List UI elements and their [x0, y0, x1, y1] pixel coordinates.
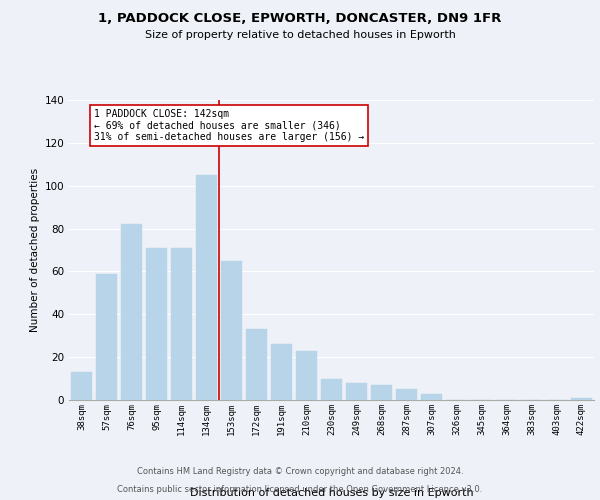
- Bar: [296, 350, 317, 400]
- Bar: [96, 274, 117, 400]
- Bar: [196, 175, 217, 400]
- Bar: [571, 398, 592, 400]
- Bar: [421, 394, 442, 400]
- Bar: [146, 248, 167, 400]
- Bar: [71, 372, 92, 400]
- Bar: [396, 390, 417, 400]
- Text: 1 PADDOCK CLOSE: 142sqm
← 69% of detached houses are smaller (346)
31% of semi-d: 1 PADDOCK CLOSE: 142sqm ← 69% of detache…: [94, 108, 364, 142]
- X-axis label: Distribution of detached houses by size in Epworth: Distribution of detached houses by size …: [190, 488, 473, 498]
- Y-axis label: Number of detached properties: Number of detached properties: [30, 168, 40, 332]
- Text: 1, PADDOCK CLOSE, EPWORTH, DONCASTER, DN9 1FR: 1, PADDOCK CLOSE, EPWORTH, DONCASTER, DN…: [98, 12, 502, 26]
- Bar: [121, 224, 142, 400]
- Text: Size of property relative to detached houses in Epworth: Size of property relative to detached ho…: [145, 30, 455, 40]
- Bar: [346, 383, 367, 400]
- Bar: [221, 260, 242, 400]
- Bar: [321, 378, 342, 400]
- Text: Contains public sector information licensed under the Open Government Licence v3: Contains public sector information licen…: [118, 485, 482, 494]
- Bar: [271, 344, 292, 400]
- Bar: [171, 248, 192, 400]
- Bar: [371, 385, 392, 400]
- Bar: [246, 330, 267, 400]
- Text: Contains HM Land Registry data © Crown copyright and database right 2024.: Contains HM Land Registry data © Crown c…: [137, 467, 463, 476]
